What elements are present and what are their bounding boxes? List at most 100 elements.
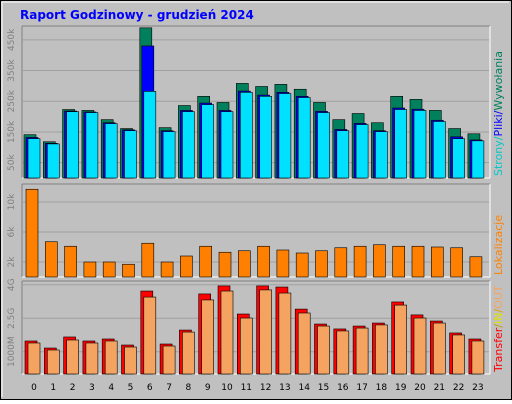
legend-entry: / [492, 324, 505, 328]
bar [430, 246, 444, 278]
bar [238, 250, 251, 278]
bar [44, 241, 58, 278]
legend: Lokalizacje [492, 215, 505, 275]
bar [122, 263, 135, 278]
y-tick-label: 350k [7, 59, 17, 82]
bar [469, 256, 483, 278]
x-tick-label: 21 [434, 383, 445, 393]
bar [276, 249, 290, 278]
bar [259, 289, 272, 375]
bar [317, 325, 330, 375]
bar [259, 96, 272, 179]
y-tick-label: 4G [7, 278, 17, 291]
legend: Transfer/IN/OUT [492, 285, 505, 373]
legend-entry: IN [492, 313, 505, 324]
bar [160, 261, 174, 278]
bar [373, 244, 386, 278]
x-tick-label: 11 [241, 383, 252, 393]
bar [162, 345, 176, 375]
bar [278, 292, 292, 375]
y-tick-label: 1000M [7, 336, 17, 367]
bar [104, 340, 118, 375]
bar [182, 331, 195, 375]
x-tick-label: 15 [318, 383, 329, 393]
bar [432, 322, 446, 375]
bar [220, 111, 234, 179]
bar [162, 131, 176, 179]
bar [394, 304, 408, 375]
x-tick-label: 22 [453, 383, 464, 393]
legend-entry: Lokalizacje [492, 215, 505, 275]
x-tick-label: 1 [50, 383, 56, 393]
bar [27, 342, 41, 375]
bar [375, 324, 388, 375]
x-tick-label: 7 [166, 383, 172, 393]
bar [334, 247, 348, 278]
bar [413, 110, 427, 179]
bar [336, 130, 350, 179]
bar [46, 143, 60, 179]
bar [182, 111, 195, 179]
x-tick-label: 18 [376, 383, 388, 393]
bar [199, 245, 212, 278]
bar [201, 104, 214, 179]
y-tick-label: 10k [7, 193, 17, 210]
bar [394, 109, 408, 179]
bar [124, 130, 137, 179]
x-tick-label: 3 [89, 383, 95, 393]
bar [240, 92, 253, 179]
bar [66, 339, 79, 375]
bar [27, 138, 41, 179]
bar [315, 250, 328, 278]
bar [85, 342, 99, 375]
y-tick-label: 6k [7, 226, 17, 238]
bar [218, 251, 232, 278]
bar [83, 261, 97, 278]
bar [297, 97, 311, 179]
x-tick-label: 19 [395, 383, 407, 393]
bar [413, 317, 427, 375]
x-tick-label: 2 [70, 383, 76, 393]
bar [180, 255, 193, 278]
x-tick-label: 14 [298, 383, 310, 393]
chart-title: Raport Godzinowy - grudzień 2024 [20, 8, 254, 22]
bar [471, 340, 485, 375]
bar [317, 112, 330, 179]
legend-entry: / [492, 136, 505, 140]
bar [201, 299, 214, 375]
x-tick-label: 13 [279, 383, 290, 393]
bar [297, 312, 311, 375]
legend-entry: Pliki [492, 114, 505, 136]
bar [66, 111, 79, 179]
y-tick-label: 2.5G [7, 308, 17, 329]
bar [295, 252, 309, 278]
bar [278, 93, 292, 179]
x-tick-label: 4 [108, 383, 114, 393]
bar [141, 242, 155, 278]
bar [336, 330, 350, 375]
bar [452, 334, 465, 375]
bar [450, 247, 463, 278]
bar [64, 245, 77, 278]
x-tick-label: 10 [221, 383, 233, 393]
bar [432, 121, 446, 179]
legend-entry: Strony [492, 140, 505, 176]
x-tick-label: 8 [186, 383, 192, 393]
bar [355, 327, 369, 375]
bar [102, 261, 116, 278]
x-tick-label: 0 [31, 383, 37, 393]
bar [257, 245, 270, 278]
bar [46, 349, 60, 375]
legend-entry: OUT [492, 285, 505, 309]
bar [25, 188, 39, 278]
y-tick-label: 50k [7, 154, 17, 171]
legend-entry: / [492, 110, 505, 114]
bar [355, 124, 369, 179]
x-tick-label: 9 [205, 383, 211, 393]
x-tick-label: 12 [260, 383, 271, 393]
y-tick-label: 150k [7, 120, 17, 143]
y-tick-label: 450k [7, 28, 17, 51]
bar [104, 123, 118, 179]
y-tick-label: 2k [7, 256, 17, 268]
x-tick-label: 23 [472, 383, 483, 393]
